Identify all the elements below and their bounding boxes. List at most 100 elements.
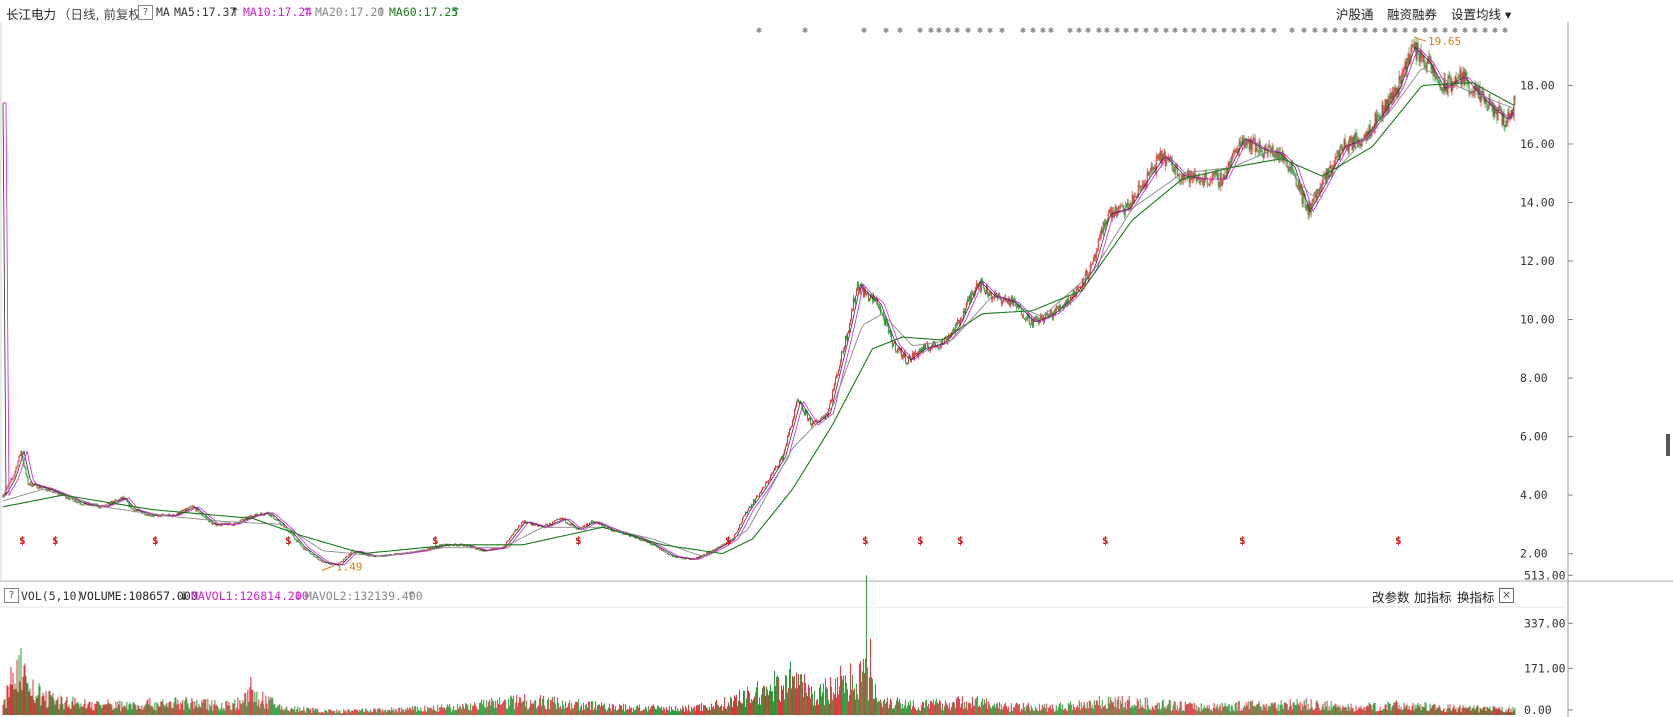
dividend-marker-icon[interactable]: $ [52, 534, 59, 547]
news-marker-icon[interactable]: ✱ [1191, 25, 1197, 36]
add-indicator-button[interactable]: 加指标 [1414, 590, 1452, 605]
news-marker-icon[interactable]: ✱ [1231, 25, 1237, 36]
candle-body [1054, 310, 1056, 315]
volume-bar [184, 700, 186, 715]
news-marker-icon[interactable]: ✱ [1030, 25, 1036, 36]
margin-trading-button[interactable]: 融资融券 [1387, 7, 1438, 22]
news-marker-icon[interactable]: ✱ [1342, 25, 1348, 36]
news-marker-icon[interactable]: ✱ [1040, 25, 1046, 36]
news-marker-icon[interactable]: ✱ [1201, 25, 1207, 36]
news-marker-icon[interactable]: ✱ [1362, 25, 1368, 36]
ma-settings-button[interactable]: 设置均线 ▾ [1451, 7, 1512, 22]
volume-bar [13, 689, 15, 715]
news-marker-icon[interactable]: ✱ [1067, 25, 1073, 36]
news-marker-icon[interactable]: ✱ [1482, 25, 1488, 36]
news-marker-icon[interactable]: ✱ [999, 25, 1005, 36]
news-marker-icon[interactable]: ✱ [1271, 25, 1277, 36]
news-marker-icon[interactable]: ✱ [1020, 25, 1026, 36]
news-marker-icon[interactable]: ✱ [936, 25, 942, 36]
volume-bar [1473, 705, 1475, 715]
close-indicator-icon[interactable]: × [1499, 588, 1514, 603]
volume-help-icon[interactable]: ? [4, 588, 19, 603]
news-marker-icon[interactable]: ✱ [1076, 25, 1082, 36]
hgt-button[interactable]: 沪股通 [1336, 7, 1374, 22]
news-marker-icon[interactable]: ✱ [1260, 25, 1266, 36]
news-marker-icon[interactable]: ✱ [954, 25, 960, 36]
help-icon[interactable]: ? [138, 5, 153, 20]
news-marker-icon[interactable]: ✱ [1221, 25, 1227, 36]
news-marker-icon[interactable]: ✱ [965, 25, 971, 36]
volume-bar [1211, 711, 1213, 715]
news-marker-icon[interactable]: ✱ [1382, 25, 1388, 36]
news-marker-icon[interactable]: ✱ [1163, 25, 1169, 36]
news-marker-icon[interactable]: ✱ [1085, 25, 1091, 36]
news-marker-icon[interactable]: ✱ [1462, 25, 1468, 36]
candle-body [339, 563, 341, 565]
news-marker-icon[interactable]: ✱ [1289, 25, 1295, 36]
volume-bar [711, 703, 713, 715]
news-marker-icon[interactable]: ✱ [928, 25, 934, 36]
volume-bar [1147, 705, 1149, 715]
news-marker-icon[interactable]: ✱ [1322, 25, 1328, 36]
volume-bar [1043, 704, 1045, 715]
news-marker-icon[interactable]: ✱ [1452, 25, 1458, 36]
volume-bar [1113, 706, 1115, 715]
news-marker-icon[interactable]: ✱ [917, 25, 923, 36]
news-marker-icon[interactable]: ✱ [1372, 25, 1378, 36]
news-marker-icon[interactable]: ✱ [1432, 25, 1438, 36]
dividend-marker-icon[interactable]: $ [1102, 534, 1109, 547]
dividend-marker-icon[interactable]: $ [285, 534, 292, 547]
news-marker-icon[interactable]: ✱ [1096, 25, 1102, 36]
candle-body [1198, 177, 1200, 184]
dividend-marker-icon[interactable]: $ [575, 534, 582, 547]
news-marker-icon[interactable]: ✱ [1240, 25, 1246, 36]
dividend-marker-icon[interactable]: $ [1395, 534, 1402, 547]
volume-bar [107, 699, 109, 715]
news-marker-icon[interactable]: ✱ [1114, 25, 1120, 36]
news-marker-icon[interactable]: ✱ [1392, 25, 1398, 36]
news-marker-icon[interactable]: ✱ [977, 25, 983, 36]
news-marker-icon[interactable]: ✱ [756, 25, 762, 36]
dividend-marker-icon[interactable]: $ [917, 534, 924, 547]
news-marker-icon[interactable]: ✱ [1492, 25, 1498, 36]
dividend-marker-icon[interactable]: $ [19, 534, 26, 547]
news-marker-icon[interactable]: ✱ [1104, 25, 1110, 36]
news-marker-icon[interactable]: ✱ [1442, 25, 1448, 36]
switch-indicator-button[interactable]: 换指标 [1457, 590, 1495, 605]
news-marker-icon[interactable]: ✱ [1172, 25, 1178, 36]
volume-bar [162, 699, 164, 715]
news-marker-icon[interactable]: ✱ [1048, 25, 1054, 36]
news-marker-icon[interactable]: ✱ [1472, 25, 1478, 36]
dividend-marker-icon[interactable]: $ [432, 534, 439, 547]
dividend-marker-icon[interactable]: $ [725, 534, 732, 547]
news-marker-icon[interactable]: ✱ [1312, 25, 1318, 36]
news-marker-icon[interactable]: ✱ [897, 25, 903, 36]
news-marker-icon[interactable]: ✱ [1250, 25, 1256, 36]
news-marker-icon[interactable]: ✱ [1422, 25, 1428, 36]
news-marker-icon[interactable]: ✱ [802, 25, 808, 36]
news-marker-icon[interactable]: ✱ [1211, 25, 1217, 36]
news-marker-icon[interactable]: ✱ [861, 25, 867, 36]
news-marker-icon[interactable]: ✱ [1412, 25, 1418, 36]
news-marker-icon[interactable]: ✱ [1301, 25, 1307, 36]
news-marker-icon[interactable]: ✱ [945, 25, 951, 36]
news-marker-icon[interactable]: ✱ [1182, 25, 1188, 36]
change-params-button[interactable]: 改参数 [1372, 590, 1410, 605]
dividend-marker-icon[interactable]: $ [152, 534, 159, 547]
news-marker-icon[interactable]: ✱ [883, 25, 889, 36]
dividend-marker-icon[interactable]: $ [862, 534, 869, 547]
news-marker-icon[interactable]: ✱ [987, 25, 993, 36]
news-marker-icon[interactable]: ✱ [1502, 25, 1508, 36]
news-marker-icon[interactable]: ✱ [1153, 25, 1159, 36]
news-marker-icon[interactable]: ✱ [1402, 25, 1408, 36]
dividend-marker-icon[interactable]: $ [957, 534, 964, 547]
right-resize-handle[interactable] [1666, 434, 1670, 456]
volume-bar [1414, 704, 1416, 715]
dividend-marker-icon[interactable]: $ [1239, 534, 1246, 547]
news-marker-icon[interactable]: ✱ [1332, 25, 1338, 36]
news-marker-icon[interactable]: ✱ [1123, 25, 1129, 36]
news-marker-icon[interactable]: ✱ [1352, 25, 1358, 36]
news-marker-icon[interactable]: ✱ [1143, 25, 1149, 36]
news-marker-icon[interactable]: ✱ [1133, 25, 1139, 36]
